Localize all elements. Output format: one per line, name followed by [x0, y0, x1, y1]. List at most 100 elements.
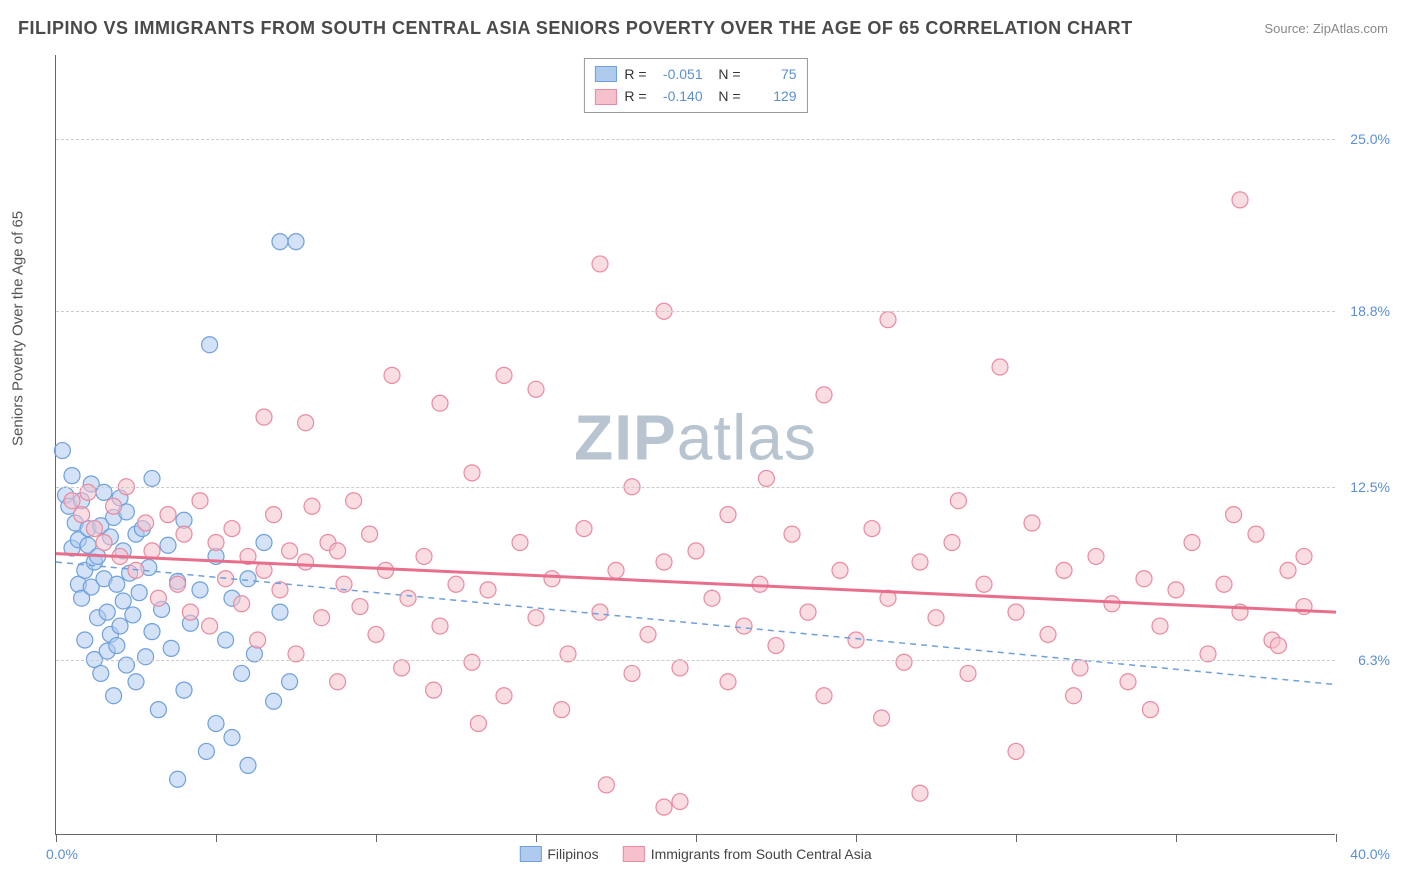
legend-swatch [623, 846, 645, 862]
scatter-point [512, 535, 528, 551]
scatter-point [192, 493, 208, 509]
source-prefix: Source: [1264, 21, 1312, 36]
x-tick [376, 834, 377, 842]
stat-n-label: N = [711, 85, 741, 107]
x-tick [536, 834, 537, 842]
scatter-point [1184, 535, 1200, 551]
stat-r-label: R = [624, 85, 646, 107]
scatter-point [416, 548, 432, 564]
scatter-point [224, 730, 240, 746]
scatter-point [256, 535, 272, 551]
scatter-point [1270, 638, 1286, 654]
scatter-point [448, 576, 464, 592]
scatter-point [688, 543, 704, 559]
stat-r-value: -0.051 [655, 63, 703, 85]
x-tick [1176, 834, 1177, 842]
scatter-point [266, 507, 282, 523]
scatter-point [768, 638, 784, 654]
scatter-point [125, 607, 141, 623]
x-axis-end-label: 40.0% [1350, 846, 1390, 862]
scatter-point [848, 632, 864, 648]
scatter-point [304, 498, 320, 514]
stats-legend-row: R =-0.140 N =129 [594, 85, 796, 107]
scatter-point [1226, 507, 1242, 523]
y-tick-label: 6.3% [1358, 652, 1390, 668]
scatter-point [1008, 743, 1024, 759]
stat-n-value: 75 [749, 63, 797, 85]
scatter-point [758, 470, 774, 486]
scatter-point [298, 554, 314, 570]
scatter-point [224, 521, 240, 537]
scatter-point [1040, 626, 1056, 642]
scatter-point [576, 521, 592, 537]
scatter-point [912, 554, 928, 570]
scatter-point [1136, 571, 1152, 587]
plot-area: ZIPatlas R =-0.051 N =75R =-0.140 N =129… [55, 55, 1335, 835]
legend-item: Immigrants from South Central Asia [623, 846, 872, 862]
scatter-point [608, 562, 624, 578]
scatter-point [115, 593, 131, 609]
legend-swatch [594, 66, 616, 82]
scatter-point [480, 582, 496, 598]
scatter-point [234, 596, 250, 612]
stats-legend: R =-0.051 N =75R =-0.140 N =129 [583, 58, 807, 113]
scatter-point [314, 610, 330, 626]
scatter-point [672, 794, 688, 810]
scatter-point [198, 743, 214, 759]
scatter-point [182, 604, 198, 620]
scatter-point [1066, 688, 1082, 704]
scatter-point [109, 576, 125, 592]
scatter-point [1232, 192, 1248, 208]
scatter-point [144, 624, 160, 640]
scatter-point [720, 507, 736, 523]
scatter-point [864, 521, 880, 537]
legend-label: Filipinos [547, 846, 598, 862]
scatter-point [592, 256, 608, 272]
scatter-point [240, 571, 256, 587]
scatter-point [240, 757, 256, 773]
gridline-horizontal [56, 660, 1335, 661]
legend-item: Filipinos [519, 846, 598, 862]
scatter-point [106, 688, 122, 704]
scatter-point [656, 799, 672, 815]
scatter-point [99, 604, 115, 620]
scatter-point [592, 604, 608, 620]
scatter-point [1152, 618, 1168, 634]
scatter-point [109, 638, 125, 654]
scatter-point [272, 582, 288, 598]
scatter-point [176, 526, 192, 542]
scatter-plot-svg [56, 55, 1335, 834]
scatter-point [74, 507, 90, 523]
scatter-point [352, 599, 368, 615]
scatter-point [64, 493, 80, 509]
x-tick [696, 834, 697, 842]
scatter-point [800, 604, 816, 620]
scatter-point [163, 640, 179, 656]
y-tick-label: 18.8% [1350, 303, 1390, 319]
scatter-point [150, 590, 166, 606]
scatter-point [346, 493, 362, 509]
scatter-point [554, 702, 570, 718]
scatter-point [992, 359, 1008, 375]
scatter-point [1296, 548, 1312, 564]
scatter-point [896, 654, 912, 670]
stat-r-label: R = [624, 63, 646, 85]
scatter-point [144, 470, 160, 486]
scatter-point [470, 716, 486, 732]
scatter-point [832, 562, 848, 578]
scatter-point [1120, 674, 1136, 690]
scatter-point [496, 688, 512, 704]
scatter-point [93, 665, 109, 681]
gridline-horizontal [56, 311, 1335, 312]
stat-r-value: -0.140 [655, 85, 703, 107]
scatter-point [64, 468, 80, 484]
scatter-point [960, 665, 976, 681]
scatter-point [704, 590, 720, 606]
scatter-point [384, 367, 400, 383]
gridline-horizontal [56, 487, 1335, 488]
scatter-point [202, 618, 218, 634]
scatter-point [432, 395, 448, 411]
legend-swatch [594, 89, 616, 105]
scatter-point [880, 312, 896, 328]
scatter-point [368, 626, 384, 642]
